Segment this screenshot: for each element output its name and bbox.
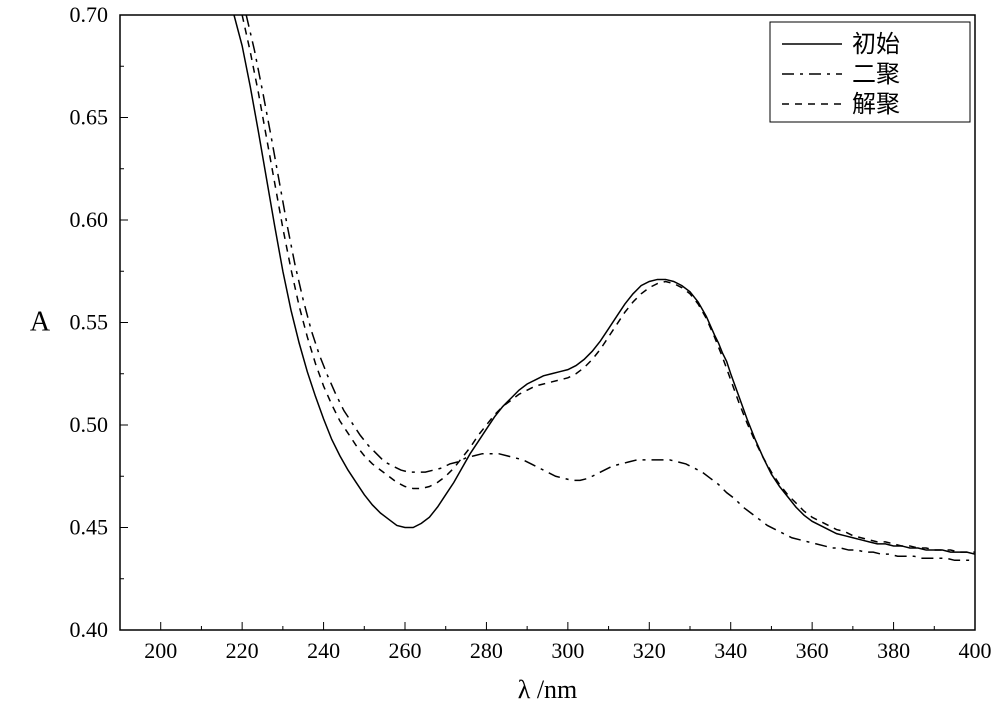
x-tick-label: 360	[796, 638, 829, 663]
x-tick-label: 280	[470, 638, 503, 663]
x-axis-label: λ /nm	[518, 675, 578, 704]
spectrum-chart: 200 220 240 260 280 300 320 340 360 380 400 λ /nm 0.…	[0, 0, 1000, 727]
x-tick-label: 320	[633, 638, 666, 663]
y-tick-label: 0.45	[70, 515, 109, 540]
x-tick-label: 200	[144, 638, 177, 663]
x-tick-label: 340	[714, 638, 747, 663]
x-tick-label: 380	[877, 638, 910, 663]
chart-container: 200 220 240 260 280 300 320 340 360 380 400 λ /nm 0.…	[0, 0, 1000, 727]
x-tick-label: 240	[307, 638, 340, 663]
x-tick-label: 260	[389, 638, 422, 663]
x-tick-label: 300	[551, 638, 584, 663]
x-tick-label: 220	[226, 638, 259, 663]
legend-label: 解聚	[852, 91, 900, 118]
y-tick-label: 0.60	[70, 207, 109, 232]
legend-label: 初始	[852, 31, 900, 58]
y-tick-label: 0.65	[70, 105, 109, 130]
y-tick-label: 0.50	[70, 412, 109, 437]
y-tick-label: 0.55	[70, 310, 109, 335]
y-tick-label: 0.40	[70, 617, 109, 642]
y-tick-label: 0.70	[70, 2, 109, 27]
x-tick-label: 400	[959, 638, 992, 663]
legend-label: 二聚	[852, 62, 900, 88]
y-axis-label: A	[30, 307, 51, 338]
